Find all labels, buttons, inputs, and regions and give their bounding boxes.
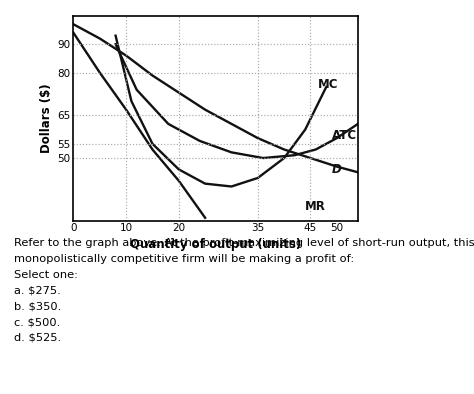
Text: MC: MC <box>319 78 339 91</box>
Text: D: D <box>331 163 341 176</box>
Text: monopolistically competitive firm will be making a profit of:: monopolistically competitive firm will b… <box>14 254 355 264</box>
X-axis label: Quantity of output (units): Quantity of output (units) <box>130 238 301 251</box>
Text: a. $275.: a. $275. <box>14 286 61 296</box>
Text: c. $500.: c. $500. <box>14 317 61 327</box>
Text: Refer to the graph above. At the profit-maximizing level of short-run output, th: Refer to the graph above. At the profit-… <box>14 238 474 248</box>
Text: MR: MR <box>305 200 326 213</box>
Text: Select one:: Select one: <box>14 270 78 280</box>
Text: b. $350.: b. $350. <box>14 301 62 311</box>
Text: d. $525.: d. $525. <box>14 333 61 343</box>
Y-axis label: Dollars ($): Dollars ($) <box>40 84 53 153</box>
Text: ATC: ATC <box>331 129 356 142</box>
